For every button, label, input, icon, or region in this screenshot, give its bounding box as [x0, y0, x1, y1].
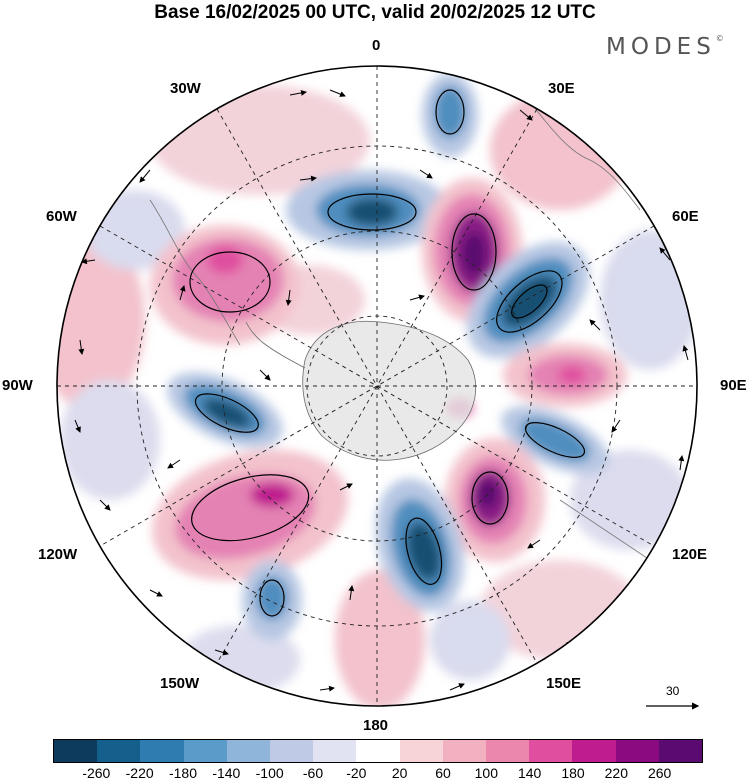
lon-label-120w: 120W	[38, 546, 78, 563]
colorbar-swatch	[54, 740, 98, 762]
reference-vector-value: 30	[666, 684, 680, 698]
colorbar-swatch	[399, 740, 443, 762]
colorbar-tick-label: 60	[435, 765, 451, 781]
colorbar-ticks: -260 -220 -180 -140 -100 -60 -20 20 60 100 140 180 2…	[0, 765, 750, 783]
lon-label-150e: 150E	[546, 675, 582, 692]
map-disk	[57, 66, 697, 706]
colorbar-swatch	[226, 740, 271, 762]
colorbar-swatch	[658, 740, 703, 762]
lon-label-30w: 30W	[170, 80, 201, 97]
copyright-mark: ©	[715, 34, 724, 43]
colorbar-tick-label: -100	[255, 765, 284, 781]
colorbar-swatch	[442, 740, 487, 762]
lon-label-30e: 30E	[548, 80, 575, 97]
lon-label-0: 0	[372, 37, 381, 54]
colorbar-tick-label: 260	[647, 765, 672, 781]
colorbar-tick-label: 20	[391, 765, 408, 781]
colorbar-tick-label: 220	[604, 765, 629, 781]
colorbar-tick-label: -20	[346, 765, 367, 781]
lon-label-60e: 60E	[672, 208, 699, 225]
colorbar-tick-label: -60	[302, 765, 324, 781]
colorbar-tick-label: 100	[474, 765, 499, 781]
colorbar-swatch	[97, 740, 141, 762]
lon-label-60w: 60W	[46, 208, 77, 225]
lon-label-90w: 90W	[2, 377, 33, 394]
lon-label-180: 180	[363, 717, 389, 734]
lon-label-90e: 90E	[720, 377, 747, 394]
colorbar	[53, 739, 703, 763]
wind-vectors	[74, 89, 689, 692]
colorbar-tick-label: -260	[82, 765, 111, 781]
colorbar-swatch	[615, 740, 659, 762]
colorbar-swatch	[486, 740, 530, 762]
colorbar-swatch	[356, 740, 400, 762]
colorbar-tick-label: 140	[517, 765, 542, 781]
map-boundary	[56, 65, 698, 707]
colorbar-swatch	[183, 740, 227, 762]
colorbar-swatch	[529, 740, 573, 762]
antarctica-coastline	[302, 320, 477, 461]
antarctic-peninsula	[245, 321, 306, 369]
map-title: Base 16/02/2025 00 UTC, valid 20/02/2025…	[154, 2, 596, 23]
anomaly-field	[57, 73, 697, 706]
colorbar-swatch	[572, 740, 616, 762]
geopotential-contours	[189, 89, 586, 617]
colorbar-tick-label: -220	[125, 765, 154, 781]
africa-coastline	[519, 89, 641, 211]
lon-label-120e: 120E	[672, 546, 708, 563]
colorbar-tick-label: 180	[561, 765, 585, 781]
colorbar-swatch	[270, 740, 314, 762]
south-america-coastline	[149, 199, 241, 346]
brand-text: MODES	[606, 34, 716, 60]
colorbar-tick-label: -180	[168, 765, 198, 781]
lon-label-150w: 150W	[160, 675, 200, 692]
colorbar-swatch	[140, 740, 184, 762]
colorbar-tick-label: -140	[212, 765, 241, 781]
colorbar-swatch	[313, 740, 357, 762]
modes-logo: MODES©	[606, 34, 724, 60]
